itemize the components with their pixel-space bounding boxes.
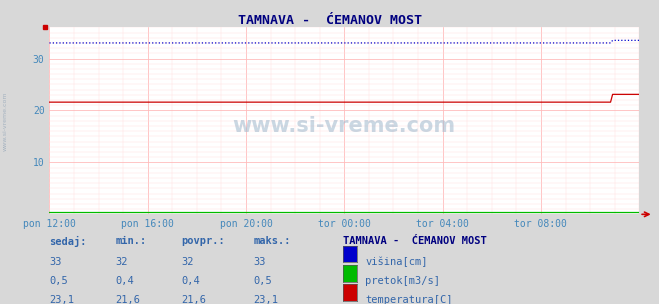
Text: pretok[m3/s]: pretok[m3/s] (365, 276, 440, 286)
Text: www.si-vreme.com: www.si-vreme.com (3, 92, 8, 151)
Text: 33: 33 (254, 257, 266, 267)
Text: 0,5: 0,5 (49, 276, 68, 286)
Text: 0,5: 0,5 (254, 276, 272, 286)
Text: 21,6: 21,6 (115, 295, 140, 304)
Text: 32: 32 (181, 257, 194, 267)
Text: 23,1: 23,1 (49, 295, 74, 304)
Text: 32: 32 (115, 257, 128, 267)
Text: www.si-vreme.com: www.si-vreme.com (233, 116, 456, 136)
Text: 23,1: 23,1 (254, 295, 279, 304)
Text: višina[cm]: višina[cm] (365, 257, 428, 267)
Text: TAMNAVA -  ĆEMANOV MOST: TAMNAVA - ĆEMANOV MOST (343, 236, 486, 246)
Text: povpr.:: povpr.: (181, 236, 225, 246)
Text: TAMNAVA -  ĆEMANOV MOST: TAMNAVA - ĆEMANOV MOST (237, 14, 422, 27)
Text: 0,4: 0,4 (115, 276, 134, 286)
Text: 0,4: 0,4 (181, 276, 200, 286)
Text: 33: 33 (49, 257, 62, 267)
Text: temperatura[C]: temperatura[C] (365, 295, 453, 304)
Text: sedaj:: sedaj: (49, 236, 87, 247)
Text: 21,6: 21,6 (181, 295, 206, 304)
Text: maks.:: maks.: (254, 236, 291, 246)
Text: min.:: min.: (115, 236, 146, 246)
